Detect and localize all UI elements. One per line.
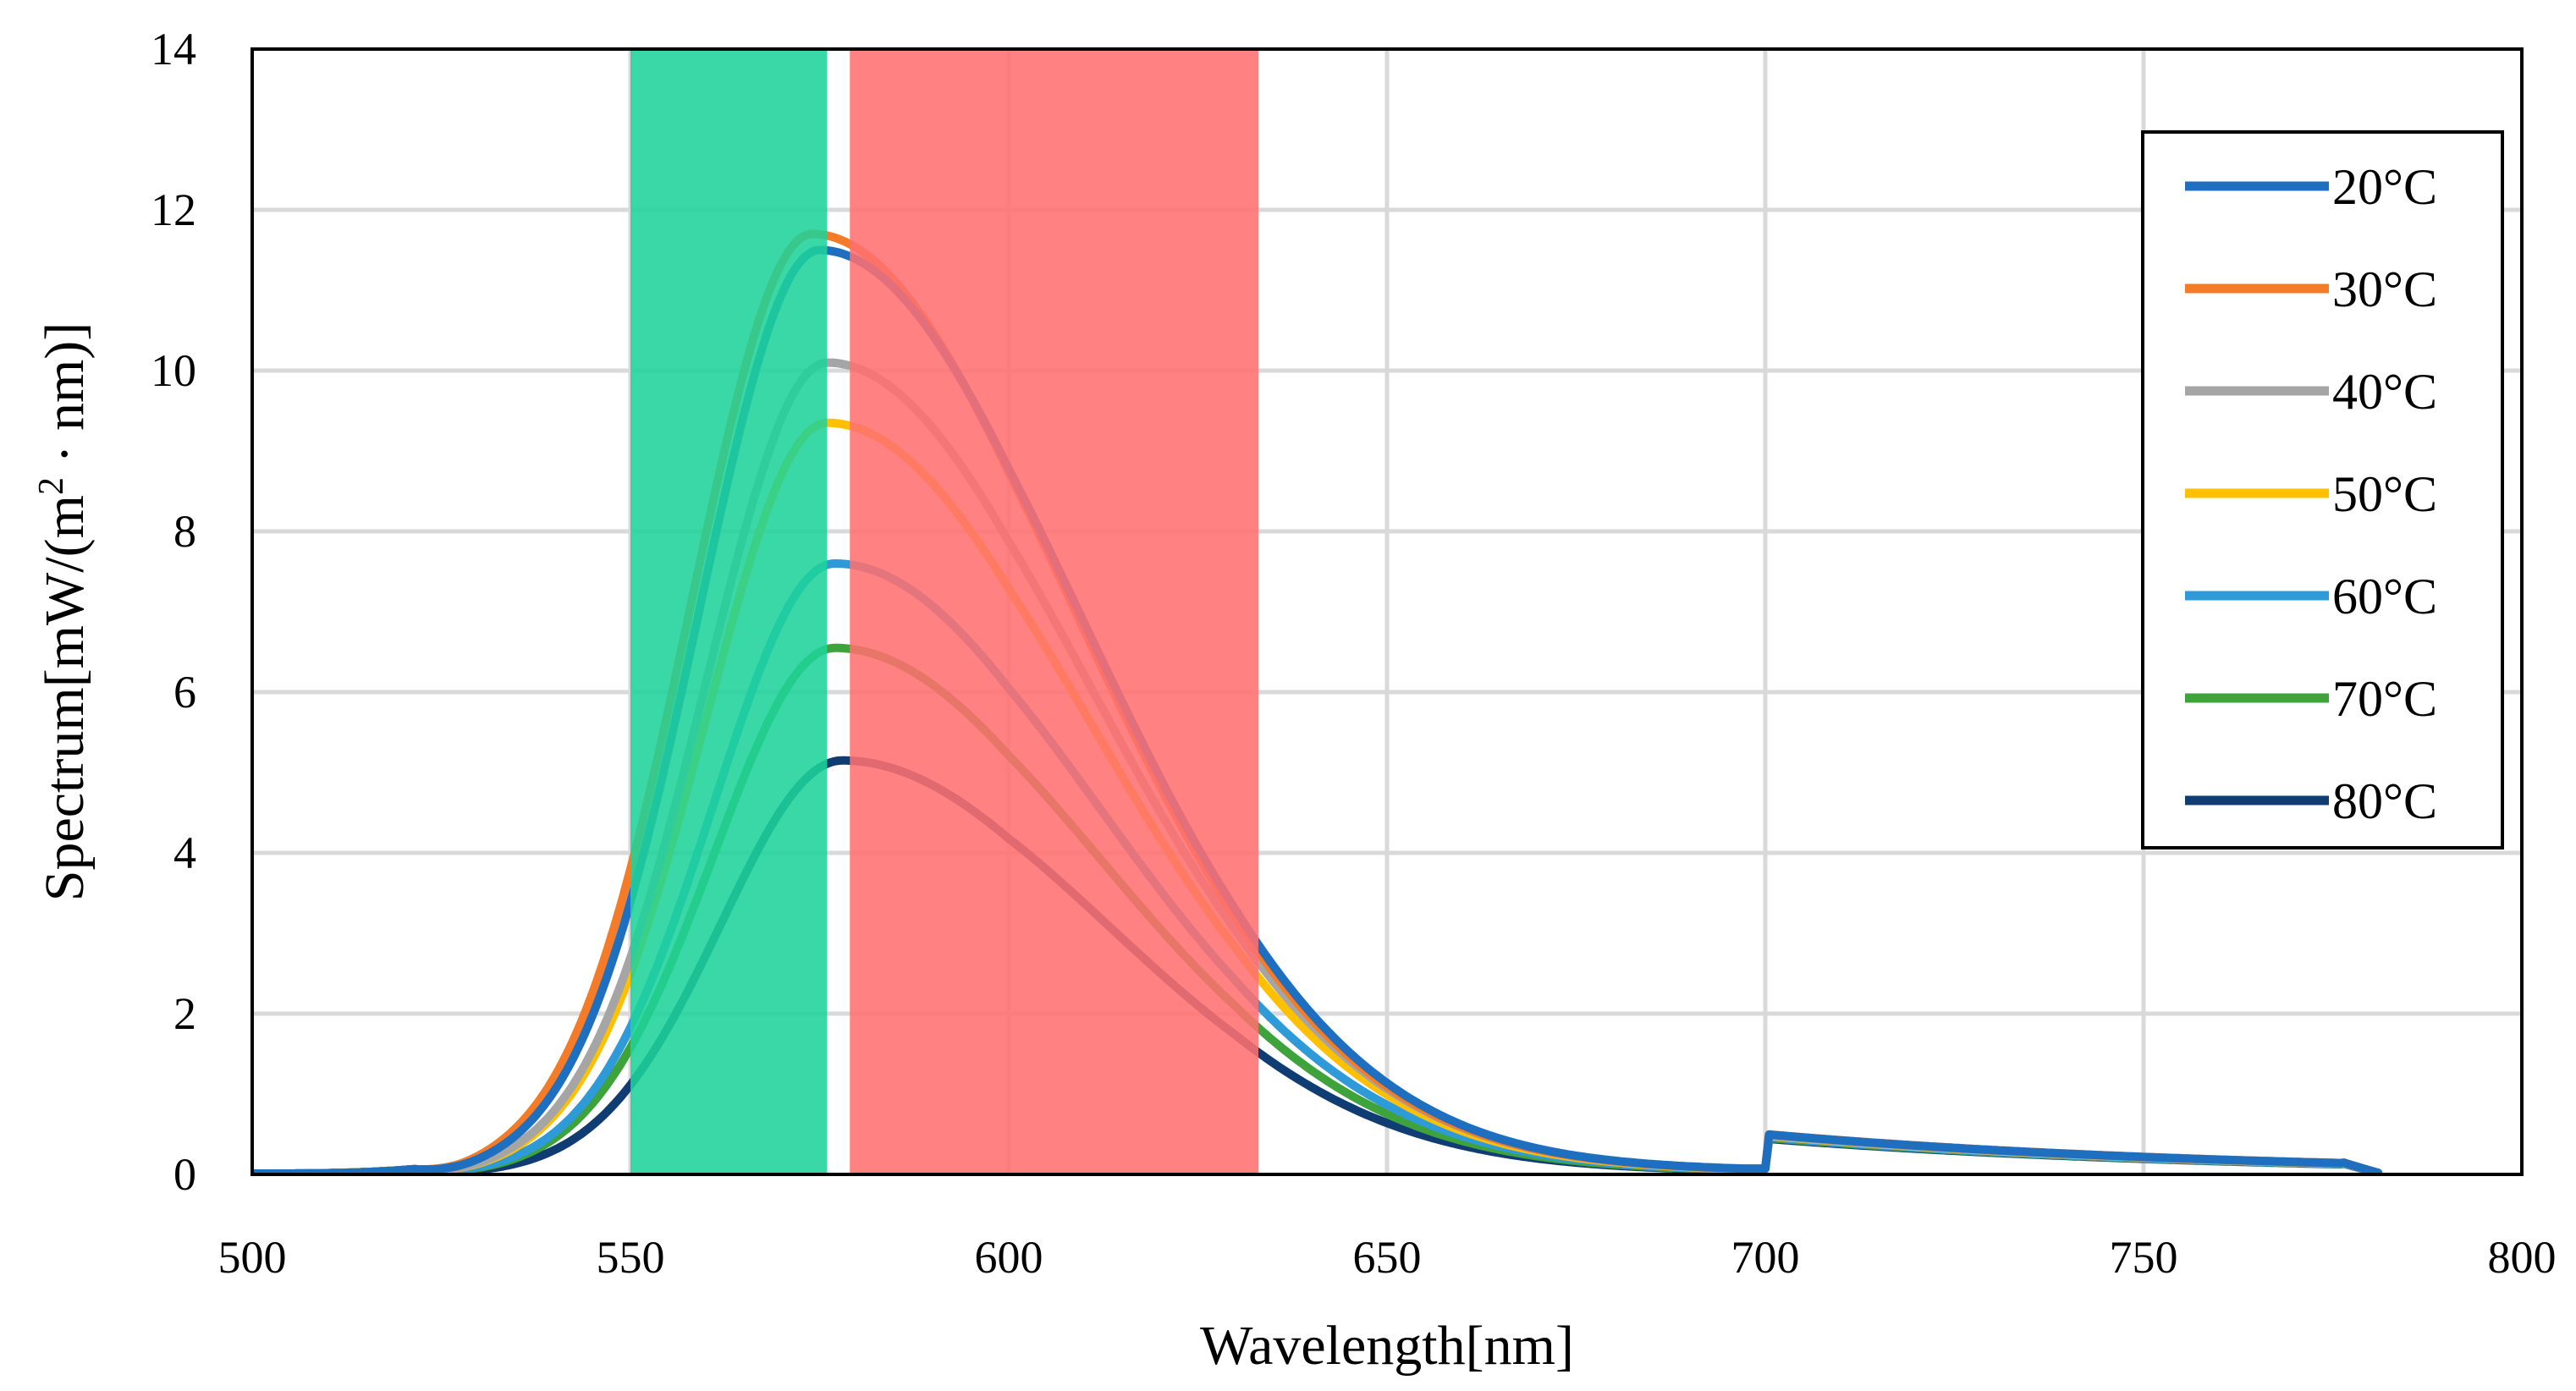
y-tick-label: 10	[151, 345, 196, 396]
red-band	[850, 49, 1259, 1174]
x-axis-title: Wavelength[nm]	[1200, 1315, 1574, 1377]
y-axis-title-main: Spectrum[mW/(m	[34, 495, 96, 901]
green-band	[630, 49, 828, 1174]
x-tick-label: 550	[597, 1232, 665, 1283]
y-axis-title-tail: · nm)]	[34, 322, 96, 477]
y-axis-title-sup: 2	[32, 477, 71, 495]
series-line-0	[252, 245, 2383, 1174]
y-tick-label: 2	[173, 988, 196, 1039]
y-tick-label: 4	[173, 827, 196, 878]
legend-label: 40°C	[2332, 364, 2437, 420]
y-tick-label: 12	[151, 184, 196, 235]
y-axis-title: Spectrum[mW/(m2 · nm)]	[32, 322, 96, 902]
x-tick-label: 750	[2110, 1232, 2178, 1283]
highlight-bands	[630, 49, 1259, 1174]
y-axis-ticks: 0 2 4 6 8 10 12 14	[151, 24, 196, 1200]
legend-label: 30°C	[2332, 261, 2437, 317]
plot-frame	[250, 47, 2524, 1176]
legend-label: 60°C	[2332, 569, 2437, 624]
x-tick-label: 700	[1731, 1232, 1800, 1283]
series-lines	[252, 229, 2383, 1174]
y-tick-label: 6	[173, 667, 196, 717]
legend-label: 80°C	[2332, 773, 2437, 829]
x-axis-ticks: 500 550 600 650 700 750 800	[218, 1232, 2557, 1283]
y-tick-label: 14	[151, 24, 196, 74]
y-tick-label: 8	[173, 506, 196, 557]
x-tick-label: 800	[2488, 1232, 2557, 1283]
x-tick-label: 500	[218, 1232, 287, 1283]
legend-label: 20°C	[2332, 159, 2437, 215]
x-tick-label: 650	[1353, 1232, 1422, 1283]
legend-label: 70°C	[2332, 671, 2437, 727]
legend: 20°C 30°C 40°C 50°C 60°C 70°C 80°C	[2141, 130, 2504, 849]
legend-label: 50°C	[2332, 466, 2437, 522]
y-tick-label: 0	[173, 1149, 196, 1200]
x-tick-label: 600	[975, 1232, 1043, 1283]
